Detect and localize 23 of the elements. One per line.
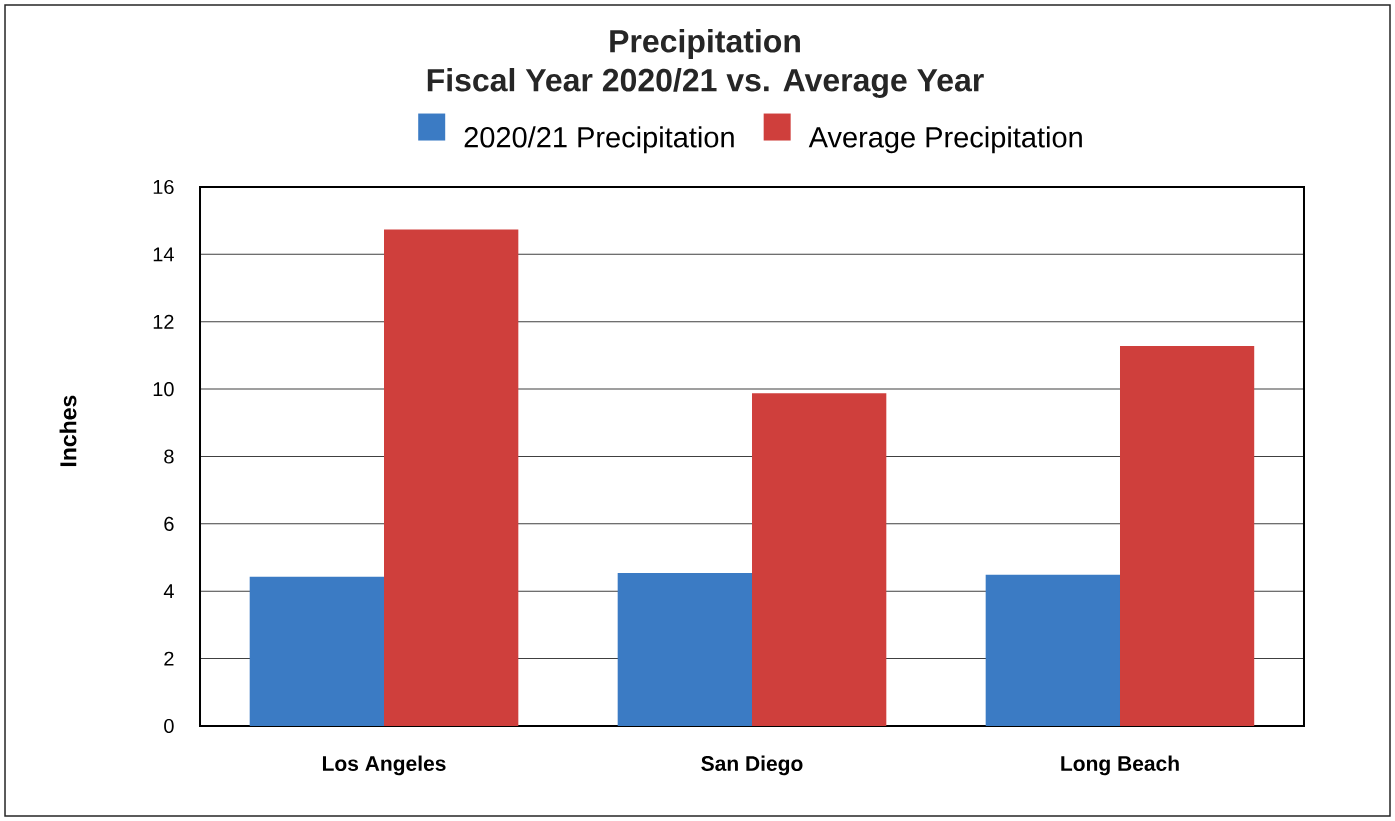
x-tick-label: Long Beach [1061, 755, 1179, 776]
legend-label: 2020/21 Precipitation [464, 126, 734, 154]
y-tick-label: 2 [164, 651, 174, 666]
y-tick-label: 10 [153, 382, 174, 397]
bar [384, 229, 519, 726]
y-tick-label: 12 [153, 314, 174, 329]
y-tick-label: 14 [153, 247, 174, 262]
bar [1120, 345, 1255, 726]
bar [985, 574, 1120, 726]
x-tick-label: Los Angeles [322, 755, 446, 776]
y-tick-label: 4 [163, 584, 174, 599]
chart-subtitle: Fiscal Year 2020/21 vs. Average Year [427, 68, 984, 98]
bar [617, 573, 752, 726]
y-tick-label: 0 [164, 718, 174, 734]
chart-title: Precipitation [610, 29, 800, 59]
legend-label: Average Precipitation [808, 126, 1082, 154]
bar [249, 576, 385, 726]
bar [752, 393, 887, 726]
x-tick-label: San Diego [701, 755, 803, 776]
y-tick-label: 6 [164, 516, 174, 531]
y-axis-title: Inches [59, 395, 77, 467]
y-tick-label: 16 [153, 179, 174, 195]
y-tick-label: 8 [164, 449, 174, 464]
